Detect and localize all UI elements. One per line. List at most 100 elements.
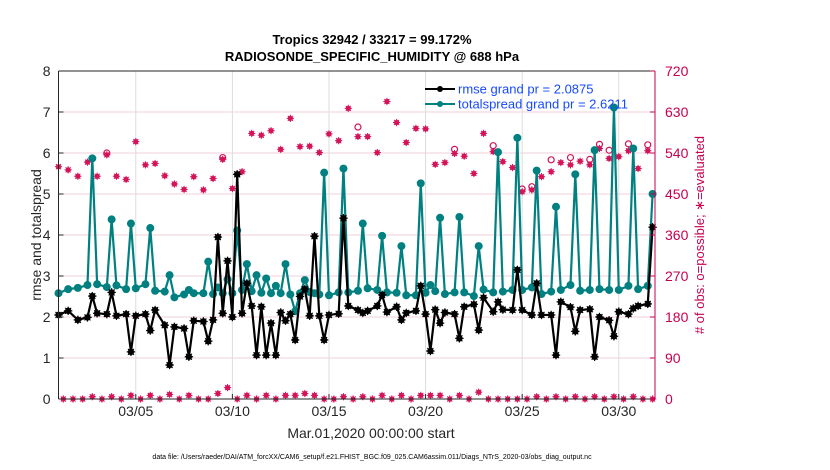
rmse-point (377, 290, 387, 300)
rmse-point (624, 309, 633, 319)
rmse-point (242, 279, 252, 288)
totalspread-point (431, 287, 440, 296)
totalspread-point (73, 283, 82, 292)
obs-possible-marker (547, 156, 555, 164)
totalspread-point (455, 212, 464, 221)
y-tick-label: 7 (43, 104, 51, 120)
totalspread-point (141, 280, 150, 289)
totalspread-point (397, 242, 406, 251)
rmse-point (363, 306, 372, 316)
y-tick-label: 0 (43, 391, 51, 407)
totalspread-point (629, 144, 638, 153)
obs-evaluated-marker (248, 129, 256, 138)
obs-evaluated-marker (373, 148, 381, 157)
rmse-point (281, 316, 290, 325)
obs-evaluated-marker (566, 161, 575, 169)
obs-evaluated-marker (576, 157, 584, 165)
rmse-point (474, 325, 483, 335)
obs-evaluated-marker (431, 160, 439, 168)
x-tick-label: 03/15 (311, 403, 346, 419)
rmse-point (426, 346, 435, 356)
rmse-point (397, 315, 406, 325)
obs-evaluated-marker (301, 389, 309, 398)
obs-possible-marker (644, 141, 652, 149)
totalspread-point (532, 166, 541, 175)
totalspread-point (83, 281, 92, 290)
rmse-point (165, 360, 174, 370)
obs-evaluated-marker (397, 391, 406, 399)
rmse-point (204, 336, 213, 346)
obs-evaluated-marker (243, 391, 251, 399)
totalspread-point (605, 285, 614, 294)
totalspread-point (320, 168, 329, 177)
rmse-point (339, 213, 348, 223)
totalspread-point (267, 289, 276, 298)
rmse-point (460, 302, 469, 311)
rmse-point (88, 291, 97, 301)
obs-evaluated-marker (88, 393, 96, 401)
rmse-point (218, 309, 227, 318)
chart-subtitle: RADIOSONDE_SPECIFIC_HUMIDITY @ 688 hPa (225, 49, 520, 64)
rmse-point (319, 335, 329, 345)
totalspread-point (421, 288, 430, 297)
totalspread-point (551, 202, 560, 211)
rmse-point (402, 308, 411, 318)
totalspread-point (252, 271, 261, 280)
obs-evaluated-marker (291, 391, 299, 399)
totalspread-point (93, 280, 102, 289)
obs-evaluated-marker (310, 391, 319, 399)
legend-marker-rmse (437, 86, 443, 92)
totalspread-point (276, 289, 285, 298)
totalspread-point (513, 133, 522, 142)
rmse-point (513, 265, 522, 275)
totalspread-point (122, 285, 131, 294)
obs-evaluated-marker (267, 127, 275, 135)
rmse-point (551, 350, 561, 360)
x-tick-label: 03/05 (118, 403, 153, 419)
rmse-point (223, 256, 232, 266)
legend-label-rmse: rmse grand pr = 2.0875 (458, 82, 594, 97)
x-axis-label: Mar.01,2020 00:00:00 start (287, 425, 454, 441)
x-tick-label: 03/20 (408, 403, 443, 419)
obs-evaluated-marker (93, 172, 101, 180)
y-tick-label: 1 (43, 350, 51, 366)
rmse-point (271, 350, 281, 360)
totalspread-point (107, 215, 116, 224)
obs-evaluated-marker (412, 124, 420, 132)
obs-evaluated-marker (228, 184, 236, 193)
y-tick-label: 3 (43, 268, 51, 284)
totalspread-point (634, 285, 643, 294)
obs-evaluated-marker (277, 145, 285, 153)
rmse-point (633, 301, 643, 311)
totalspread-point (126, 219, 135, 228)
obs-possible-marker (595, 140, 604, 148)
rmse-point (290, 335, 300, 345)
totalspread-point (315, 290, 324, 299)
totalspread-point (64, 285, 73, 294)
rmse-point (508, 305, 517, 315)
totalspread-point (102, 283, 111, 292)
totalspread-point (566, 281, 575, 290)
y-tick-label: 5 (43, 186, 51, 202)
obs-evaluated-marker (161, 172, 169, 180)
rmse-point (121, 309, 131, 319)
rmse-point (609, 332, 619, 341)
rmse-point (305, 311, 314, 320)
rmse-point (537, 310, 546, 320)
rmse-point (126, 347, 136, 357)
totalspread-point (358, 219, 367, 228)
obs-evaluated-marker (571, 393, 579, 401)
totalspread-point (436, 213, 445, 222)
obs-evaluated-marker (74, 172, 82, 180)
totalspread-point (624, 281, 633, 290)
totalspread-point (595, 285, 604, 294)
rmse-point (517, 305, 527, 315)
x-tick-label: 03/30 (601, 403, 636, 419)
legend: rmse grand pr = 2.0875 totalspread grand… (425, 82, 628, 112)
totalspread-point (498, 287, 507, 296)
rmse-point (648, 223, 657, 232)
obs-evaluated-marker (180, 185, 188, 194)
totalspread-point (469, 292, 478, 301)
rmse-point (189, 316, 198, 325)
totalspread-point (286, 290, 295, 299)
